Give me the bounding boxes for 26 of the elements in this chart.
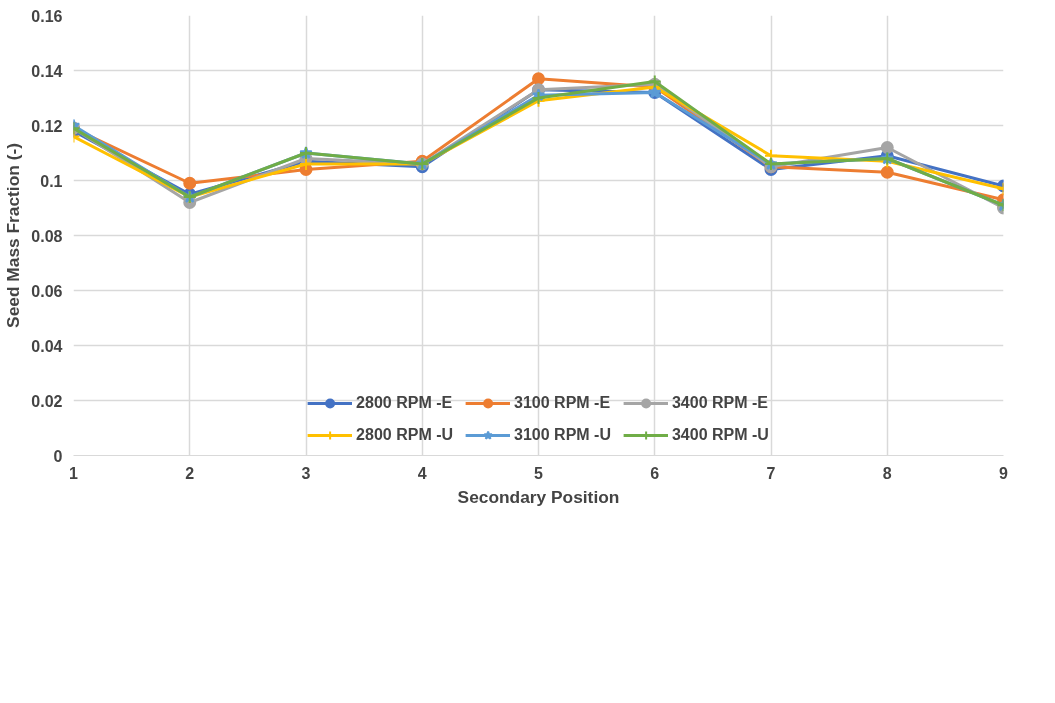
y-tick-label: 0.1 [40,172,63,190]
legend-label: 3100 RPM -E [514,394,611,412]
x-tick-label: 4 [417,464,427,482]
x-tick-label: 5 [534,464,544,482]
x-tick-label: 6 [650,464,660,482]
y-tick-label: 0.16 [31,7,63,25]
y-tick-label: 0.14 [31,62,63,80]
x-tick-label: 7 [766,464,776,482]
x-tick-label: 9 [999,464,1009,482]
y-tick-label: 0.02 [31,392,63,410]
y-tick-label: 0.12 [31,117,63,135]
y-tick-label: 0.08 [31,227,63,245]
x-axis-title: Secondary Position [457,486,620,507]
legend-label: 2800 RPM -E [356,394,453,412]
y-axis-title: Seed Mass Fraction (-) [3,143,24,328]
x-tick-label: 8 [882,464,892,482]
y-tick-label: 0 [53,447,63,465]
y-tick-label: 0.04 [31,337,63,355]
x-tick-label: 1 [69,464,79,482]
legend-label: 3400 RPM -E [671,394,769,412]
x-tick-label: 3 [301,464,311,482]
x-tick-label: 2 [185,464,195,482]
legend-label: 3400 RPM -U [671,426,769,444]
y-tick-label: 0.06 [31,282,63,300]
legend-label: 2800 RPM -U [356,426,454,444]
legend-label: 3100 RPM -U [514,426,611,444]
